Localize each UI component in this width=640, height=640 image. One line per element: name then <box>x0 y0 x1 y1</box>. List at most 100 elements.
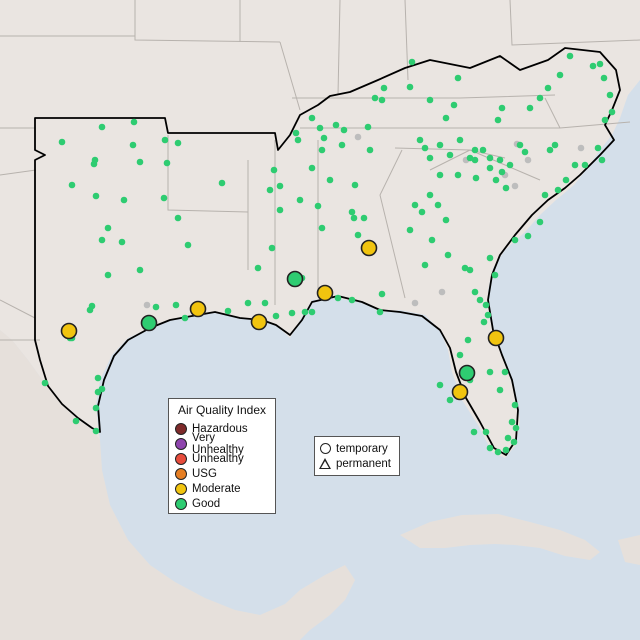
good-site-marker[interactable] <box>136 158 144 166</box>
good-site-marker[interactable] <box>406 83 414 91</box>
good-site-marker[interactable] <box>491 271 499 279</box>
good-site-marker[interactable] <box>461 264 469 272</box>
good-site-marker[interactable] <box>364 123 372 131</box>
good-site-marker[interactable] <box>551 141 559 149</box>
good-site-marker[interactable] <box>516 141 524 149</box>
good-site-marker[interactable] <box>601 116 609 124</box>
good-site-marker[interactable] <box>442 114 450 122</box>
good-site-marker[interactable] <box>511 236 519 244</box>
moderate-temporary-monitor[interactable] <box>250 313 268 331</box>
good-site-marker[interactable] <box>436 141 444 149</box>
good-site-marker[interactable] <box>506 161 514 169</box>
good-site-marker[interactable] <box>470 428 478 436</box>
moderate-temporary-monitor[interactable] <box>487 329 505 347</box>
good-site-marker[interactable] <box>314 202 322 210</box>
good-site-marker[interactable] <box>376 308 384 316</box>
good-site-marker[interactable] <box>421 261 429 269</box>
good-site-marker[interactable] <box>348 296 356 304</box>
good-site-marker[interactable] <box>486 254 494 262</box>
inactive-site-marker[interactable] <box>438 288 446 296</box>
good-site-marker[interactable] <box>482 301 490 309</box>
good-site-marker[interactable] <box>562 176 570 184</box>
good-site-marker[interactable] <box>471 146 479 154</box>
good-site-marker[interactable] <box>288 309 296 317</box>
good-site-marker[interactable] <box>608 108 616 116</box>
good-site-marker[interactable] <box>350 214 358 222</box>
good-site-marker[interactable] <box>504 434 512 442</box>
good-site-marker[interactable] <box>136 266 144 274</box>
good-site-marker[interactable] <box>90 160 98 168</box>
good-site-marker[interactable] <box>272 312 280 320</box>
good-site-marker[interactable] <box>161 136 169 144</box>
good-site-marker[interactable] <box>446 396 454 404</box>
good-site-marker[interactable] <box>378 290 386 298</box>
good-site-marker[interactable] <box>416 136 424 144</box>
good-site-marker[interactable] <box>130 118 138 126</box>
good-site-marker[interactable] <box>129 141 137 149</box>
good-site-marker[interactable] <box>92 404 100 412</box>
good-site-marker[interactable] <box>589 62 597 70</box>
good-site-marker[interactable] <box>466 154 474 162</box>
good-temporary-monitor[interactable] <box>286 270 304 288</box>
good-site-marker[interactable] <box>450 101 458 109</box>
good-site-marker[interactable] <box>348 208 356 216</box>
good-site-marker[interactable] <box>378 96 386 104</box>
good-site-marker[interactable] <box>181 314 189 322</box>
good-site-marker[interactable] <box>486 154 494 162</box>
good-site-marker[interactable] <box>184 241 192 249</box>
good-site-marker[interactable] <box>98 123 106 131</box>
good-site-marker[interactable] <box>546 146 554 154</box>
good-site-marker[interactable] <box>224 307 232 315</box>
good-site-marker[interactable] <box>502 184 510 192</box>
good-site-marker[interactable] <box>254 264 262 272</box>
moderate-temporary-monitor[interactable] <box>360 239 378 257</box>
good-site-marker[interactable] <box>446 151 454 159</box>
good-site-marker[interactable] <box>428 236 436 244</box>
good-site-marker[interactable] <box>471 288 479 296</box>
good-site-marker[interactable] <box>174 139 182 147</box>
good-site-marker[interactable] <box>98 385 106 393</box>
moderate-temporary-monitor[interactable] <box>60 322 78 340</box>
good-site-marker[interactable] <box>456 351 464 359</box>
good-site-marker[interactable] <box>104 224 112 232</box>
good-site-marker[interactable] <box>464 336 472 344</box>
good-site-marker[interactable] <box>94 374 102 382</box>
good-site-marker[interactable] <box>496 156 504 164</box>
good-site-marker[interactable] <box>494 116 502 124</box>
good-site-marker[interactable] <box>308 164 316 172</box>
good-site-marker[interactable] <box>600 74 608 82</box>
good-site-marker[interactable] <box>426 154 434 162</box>
good-site-marker[interactable] <box>498 104 506 112</box>
good-site-marker[interactable] <box>536 94 544 102</box>
inactive-site-marker[interactable] <box>354 133 362 141</box>
good-site-marker[interactable] <box>554 186 562 194</box>
good-site-marker[interactable] <box>351 181 359 189</box>
good-site-marker[interactable] <box>296 196 304 204</box>
good-site-marker[interactable] <box>418 208 426 216</box>
good-site-marker[interactable] <box>371 94 379 102</box>
good-site-marker[interactable] <box>152 303 160 311</box>
good-site-marker[interactable] <box>521 148 529 156</box>
good-site-marker[interactable] <box>270 166 278 174</box>
good-site-marker[interactable] <box>426 191 434 199</box>
good-site-marker[interactable] <box>92 427 100 435</box>
good-site-marker[interactable] <box>276 206 284 214</box>
good-site-marker[interactable] <box>598 156 606 164</box>
good-site-marker[interactable] <box>318 146 326 154</box>
good-site-marker[interactable] <box>320 134 328 142</box>
good-site-marker[interactable] <box>163 159 171 167</box>
good-site-marker[interactable] <box>484 311 492 319</box>
good-site-marker[interactable] <box>408 58 416 66</box>
good-site-marker[interactable] <box>421 144 429 152</box>
good-site-marker[interactable] <box>58 138 66 146</box>
good-site-marker[interactable] <box>218 179 226 187</box>
good-site-marker[interactable] <box>268 244 276 252</box>
good-site-marker[interactable] <box>556 71 564 79</box>
inactive-site-marker[interactable] <box>511 182 519 190</box>
good-site-marker[interactable] <box>581 161 589 169</box>
good-site-marker[interactable] <box>571 161 579 169</box>
inactive-site-marker[interactable] <box>411 299 419 307</box>
good-site-marker[interactable] <box>476 296 484 304</box>
good-site-marker[interactable] <box>366 146 374 154</box>
